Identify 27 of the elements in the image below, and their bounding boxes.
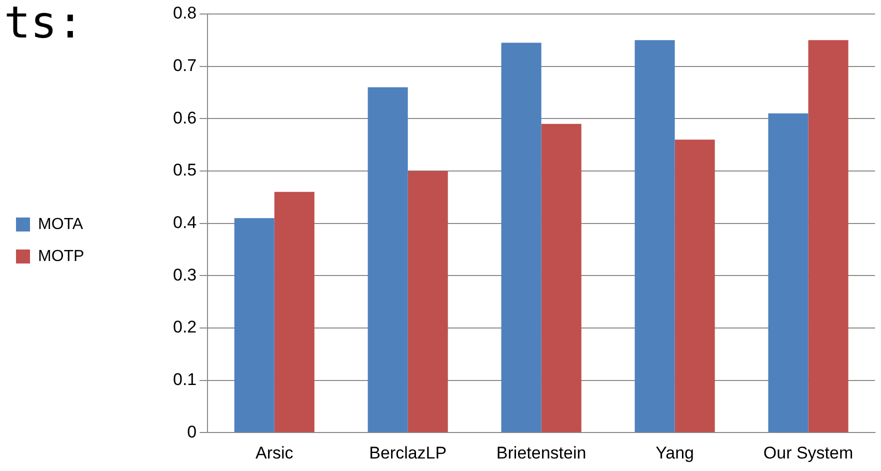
y-tick-label: 0.2 xyxy=(172,318,197,337)
x-tick-label: BerclazLP xyxy=(369,443,447,462)
x-tick-label: Arsic xyxy=(255,443,294,462)
y-tick-label: 0.7 xyxy=(172,56,197,76)
x-tick-label: Brietenstein xyxy=(496,443,586,462)
bar xyxy=(674,140,715,432)
y-tick-label: 0.1 xyxy=(172,370,197,389)
text: ts: xyxy=(4,0,84,48)
legend-label: MOTP xyxy=(38,248,84,265)
x-tick-label: Our System xyxy=(763,443,854,462)
bar xyxy=(808,40,848,432)
bar xyxy=(274,192,314,432)
bar xyxy=(634,40,675,432)
y-tick-label: 0 xyxy=(187,422,197,442)
bar xyxy=(368,87,408,432)
y-tick-label: 0.6 xyxy=(172,108,197,128)
y-tick-label: 0.8 xyxy=(172,4,197,23)
bar xyxy=(408,170,448,432)
legend-label: MOTA xyxy=(38,216,84,233)
y-tick-label: 0.3 xyxy=(172,265,197,284)
y-tick-label: 0.5 xyxy=(172,160,197,180)
bar xyxy=(234,218,274,432)
bar xyxy=(541,124,582,432)
x-tick-label: Yang xyxy=(656,443,694,462)
bar xyxy=(768,113,808,432)
y-tick-label: 0.4 xyxy=(172,212,197,232)
bar xyxy=(501,42,542,432)
